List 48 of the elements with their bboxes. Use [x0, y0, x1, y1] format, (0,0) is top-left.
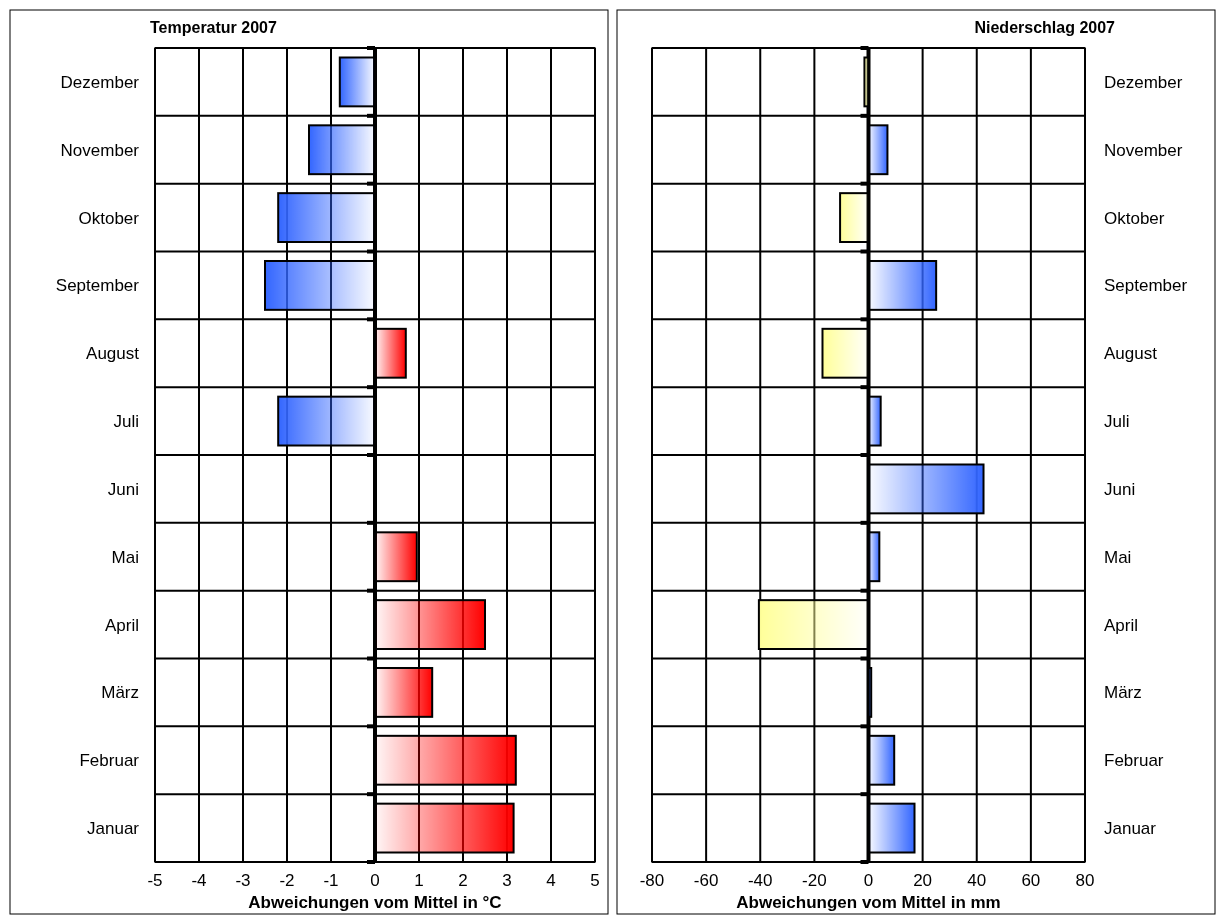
x-tick-label: 2 — [458, 871, 468, 890]
y-tick-label: April — [1104, 615, 1139, 635]
x-tick-label: -1 — [323, 871, 339, 890]
x-axis-title: Abweichungen vom Mittel in mm — [736, 893, 1001, 912]
y-tick-label: August — [1104, 344, 1158, 364]
y-tick-label: Mai — [1104, 547, 1132, 567]
x-tick-label: 1 — [414, 871, 424, 890]
y-tick-label: September — [1104, 276, 1188, 296]
x-tick-label: 5 — [590, 871, 600, 890]
y-tick-label: Oktober — [1104, 208, 1165, 228]
x-tick-label: 3 — [502, 871, 512, 890]
x-tick-label: 0 — [863, 871, 874, 890]
x-tick-label: -2 — [279, 871, 295, 890]
y-tick-label: Dezember — [1104, 72, 1183, 92]
y-tick-label: März — [101, 683, 139, 703]
y-tick-label: November — [60, 140, 140, 160]
y-tick-label: Januar — [1104, 819, 1157, 839]
y-tick-label: Juli — [1104, 412, 1130, 432]
x-tick-label: -5 — [147, 871, 163, 890]
x-tick-label: -40 — [747, 871, 773, 890]
y-tick-label: Juli — [113, 412, 139, 432]
x-tick-label: 20 — [913, 871, 933, 890]
x-tick-label: -80 — [639, 871, 665, 890]
y-tick-label: Oktober — [78, 208, 140, 228]
y-tick-label: August — [86, 344, 140, 364]
x-tick-label: 60 — [1021, 871, 1041, 890]
x-tick-label: 80 — [1075, 871, 1095, 890]
y-tick-label: Mai — [111, 547, 139, 567]
y-tick-label: Juni — [1104, 479, 1136, 499]
y-tick-label: Januar — [87, 819, 140, 839]
x-tick-label: -3 — [235, 871, 251, 890]
y-tick-label: Dezember — [60, 72, 140, 92]
x-tick-label: -4 — [191, 871, 207, 890]
y-tick-label: April — [104, 615, 139, 635]
x-tick-label: 4 — [546, 871, 556, 890]
y-tick-label: Februar — [1104, 751, 1164, 771]
x-tick-label: -20 — [802, 871, 827, 890]
y-tick-label: Juni — [107, 479, 139, 499]
x-tick-label: -60 — [693, 871, 719, 890]
x-tick-label: 0 — [370, 871, 380, 890]
chart-title: Temperatur 2007 — [150, 19, 277, 36]
y-tick-label: März — [1104, 683, 1142, 703]
chart-title: Niederschlag 2007 — [974, 19, 1116, 36]
y-tick-label: November — [1104, 140, 1183, 160]
x-tick-label: 40 — [967, 871, 987, 890]
y-tick-label: September — [55, 276, 140, 296]
y-tick-label: Februar — [79, 751, 140, 771]
x-axis-title: Abweichungen vom Mittel in °C — [248, 893, 502, 912]
